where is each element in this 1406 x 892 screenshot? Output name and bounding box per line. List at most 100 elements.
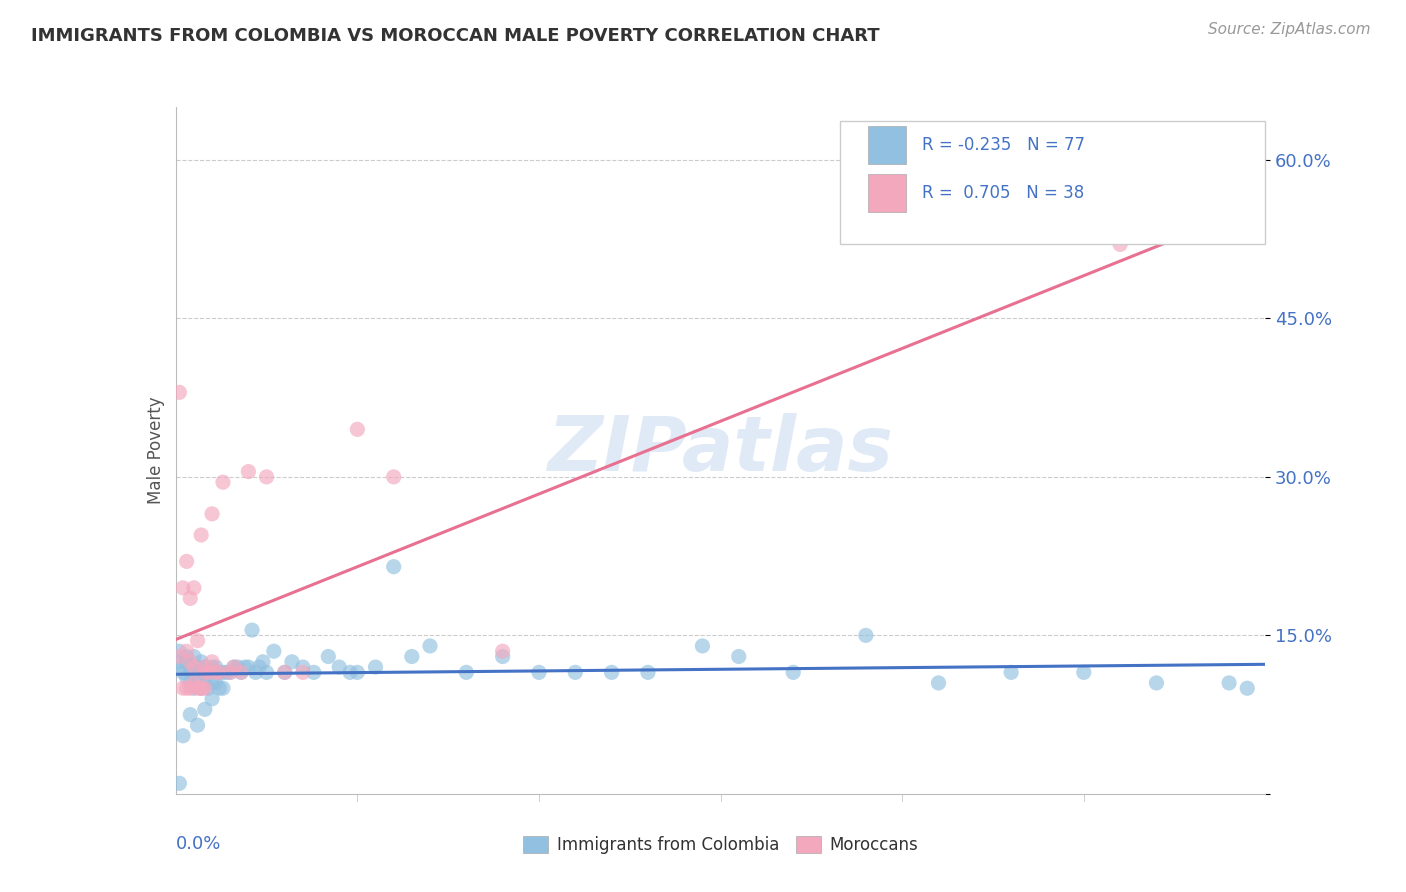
Point [169, 385, 191, 400]
Point [219, 665, 242, 680]
Point [231, 665, 253, 680]
Point [190, 528, 212, 542]
Point [226, 660, 249, 674]
Point [194, 702, 217, 716]
Point [281, 655, 304, 669]
Point [172, 729, 194, 743]
Point [291, 660, 314, 674]
Point [183, 665, 205, 680]
Point [208, 681, 231, 696]
Point [456, 665, 478, 680]
Point [201, 655, 224, 669]
Point [204, 665, 226, 680]
Point [328, 660, 350, 674]
Point [238, 465, 260, 479]
Point [208, 665, 231, 680]
Point [346, 665, 368, 680]
Point [190, 655, 212, 669]
Point [201, 507, 224, 521]
Bar [868, 126, 905, 164]
Point [176, 681, 198, 696]
Point [194, 660, 217, 674]
Point [183, 581, 205, 595]
Point [183, 681, 205, 696]
Text: 0.0%: 0.0% [176, 835, 221, 853]
Point [318, 649, 340, 664]
Point [169, 644, 191, 658]
Point [1109, 237, 1132, 252]
Point [274, 665, 297, 680]
Point [179, 591, 201, 606]
Point [256, 470, 278, 484]
Point [233, 660, 256, 674]
Point [401, 649, 423, 664]
Point [179, 660, 201, 674]
Point [692, 639, 714, 653]
Legend: Immigrants from Colombia, Moroccans: Immigrants from Colombia, Moroccans [516, 830, 925, 861]
Point [186, 676, 209, 690]
Point [219, 665, 242, 680]
Point [172, 665, 194, 680]
Point [190, 681, 212, 696]
Point [201, 691, 224, 706]
Point [201, 676, 224, 690]
Point [172, 681, 194, 696]
Point [600, 665, 623, 680]
Point [197, 681, 219, 696]
Text: R =  0.705   N = 38: R = 0.705 N = 38 [922, 184, 1084, 202]
Point [190, 681, 212, 696]
Point [212, 475, 235, 490]
Point [1073, 665, 1095, 680]
Point [194, 676, 217, 690]
Point [197, 665, 219, 680]
Point [169, 649, 191, 664]
Point [222, 660, 245, 674]
Point [204, 660, 226, 674]
Point [183, 676, 205, 690]
Text: ZIPatlas: ZIPatlas [547, 414, 894, 487]
Point [194, 660, 217, 674]
Point [197, 665, 219, 680]
Text: R = -0.235   N = 77: R = -0.235 N = 77 [922, 136, 1085, 153]
Point [240, 623, 263, 637]
Point [186, 660, 209, 674]
Point [204, 676, 226, 690]
FancyBboxPatch shape [841, 120, 1265, 244]
Point [186, 681, 209, 696]
Point [194, 665, 217, 680]
Point [1000, 665, 1022, 680]
Point [176, 649, 198, 664]
Point [855, 628, 877, 642]
Point [1146, 676, 1168, 690]
Point [215, 665, 238, 680]
Point [194, 681, 217, 696]
Point [222, 660, 245, 674]
Point [564, 665, 586, 680]
Point [190, 681, 212, 696]
Point [212, 665, 235, 680]
Text: IMMIGRANTS FROM COLOMBIA VS MOROCCAN MALE POVERTY CORRELATION CHART: IMMIGRANTS FROM COLOMBIA VS MOROCCAN MAL… [31, 27, 880, 45]
Text: Source: ZipAtlas.com: Source: ZipAtlas.com [1208, 22, 1371, 37]
Point [1218, 676, 1240, 690]
Point [201, 660, 224, 674]
Point [186, 718, 209, 732]
Point [176, 671, 198, 685]
Point [208, 665, 231, 680]
Point [176, 655, 198, 669]
Point [247, 660, 270, 674]
Point [419, 639, 441, 653]
Point [172, 660, 194, 674]
Point [169, 776, 191, 790]
Point [782, 665, 804, 680]
Point [492, 644, 515, 658]
Point [179, 707, 201, 722]
Point [179, 681, 201, 696]
Point [238, 660, 260, 674]
Point [492, 649, 515, 664]
Point [190, 665, 212, 680]
Point [256, 665, 278, 680]
Bar [868, 174, 905, 211]
Point [263, 644, 285, 658]
Point [291, 665, 314, 680]
Point [176, 644, 198, 658]
